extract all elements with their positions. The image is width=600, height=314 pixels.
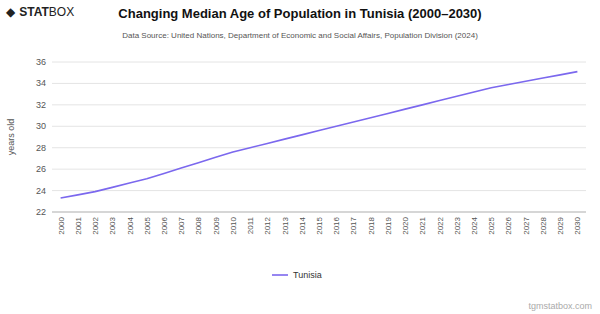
legend: Tunisia — [272, 270, 322, 280]
x-tick-label: 2018 — [367, 216, 376, 234]
x-tick-label: 2023 — [453, 216, 462, 234]
x-tick-label: 2003 — [108, 216, 117, 234]
grid-line — [52, 62, 586, 63]
background — [0, 0, 600, 314]
x-tick-label: 2012 — [263, 216, 272, 234]
x-tick-label: 2019 — [384, 216, 393, 234]
x-tick-label: 2013 — [281, 216, 290, 234]
y-tick-label: 36 — [36, 57, 46, 67]
x-tick-label: 2005 — [143, 216, 152, 234]
grid-line — [52, 169, 586, 170]
grid-line — [52, 190, 586, 191]
subtitle: Data Source: United Nations, Department … — [122, 31, 478, 40]
plot-area — [61, 72, 578, 198]
grid — [52, 62, 586, 212]
x-axis-line — [52, 212, 586, 213]
x-tick-label: 2004 — [126, 216, 135, 234]
x-tick-label: 2017 — [349, 216, 358, 234]
x-tick-label: 2010 — [229, 216, 238, 234]
legend-label: Tunisia — [293, 270, 322, 280]
y-tick-label: 30 — [36, 121, 46, 131]
x-tick-label: 2014 — [298, 216, 307, 234]
x-tick-label: 2024 — [470, 216, 479, 234]
logo: ◆STATBOX — [6, 5, 74, 19]
x-tick-label: 2026 — [504, 216, 513, 234]
y-tick-label: 28 — [36, 143, 46, 153]
x-tick-label: 2025 — [487, 216, 496, 234]
grid-line — [52, 147, 586, 148]
chart: ◆STATBOX Changing Median Age of Populatio… — [0, 0, 600, 314]
x-tick-label: 2022 — [436, 216, 445, 234]
watermark: tgmstatbox.com — [528, 301, 592, 311]
x-tick-label: 2008 — [194, 216, 203, 234]
x-tick-label: 2002 — [91, 216, 100, 234]
y-axis-label: years old — [6, 119, 16, 156]
y-tick-label: 26 — [36, 164, 46, 174]
x-tick-label: 2027 — [522, 216, 531, 234]
x-tick-label: 2006 — [160, 216, 169, 234]
x-tick-label: 2016 — [332, 216, 341, 234]
logo-text: ◆STATBOX — [6, 5, 74, 19]
grid-line — [52, 212, 586, 213]
y-tick-label: 34 — [36, 78, 46, 88]
page: {"chart_data": { "type": "line", "title"… — [0, 0, 600, 314]
y-tick-label: 24 — [36, 186, 46, 196]
logo-part: ◆ — [6, 5, 16, 19]
x-tick-label: 2020 — [401, 216, 410, 234]
grid-line — [52, 104, 586, 105]
legend-swatch — [272, 274, 288, 276]
logo-part: STAT — [19, 5, 49, 19]
grid-line — [52, 83, 586, 84]
x-tick-label: 2009 — [212, 216, 221, 234]
x-tick-label: 2021 — [418, 216, 427, 234]
grid-line — [52, 126, 586, 127]
y-tick-label: 32 — [36, 100, 46, 110]
x-tick-label: 2011 — [246, 216, 255, 234]
x-tick-label: 2030 — [573, 216, 582, 234]
x-tick-label: 2001 — [74, 216, 83, 234]
logo-part: BOX — [49, 5, 74, 19]
x-tick-label: 2029 — [556, 216, 565, 234]
y-tick-label: 22 — [36, 207, 46, 217]
title: Changing Median Age of Population in Tun… — [118, 6, 481, 21]
x-tick-label: 2000 — [57, 216, 66, 234]
x-tick-label: 2007 — [177, 216, 186, 234]
x-tick-label: 2028 — [539, 216, 548, 234]
x-tick-label: 2015 — [315, 216, 324, 234]
line-series — [61, 72, 578, 198]
